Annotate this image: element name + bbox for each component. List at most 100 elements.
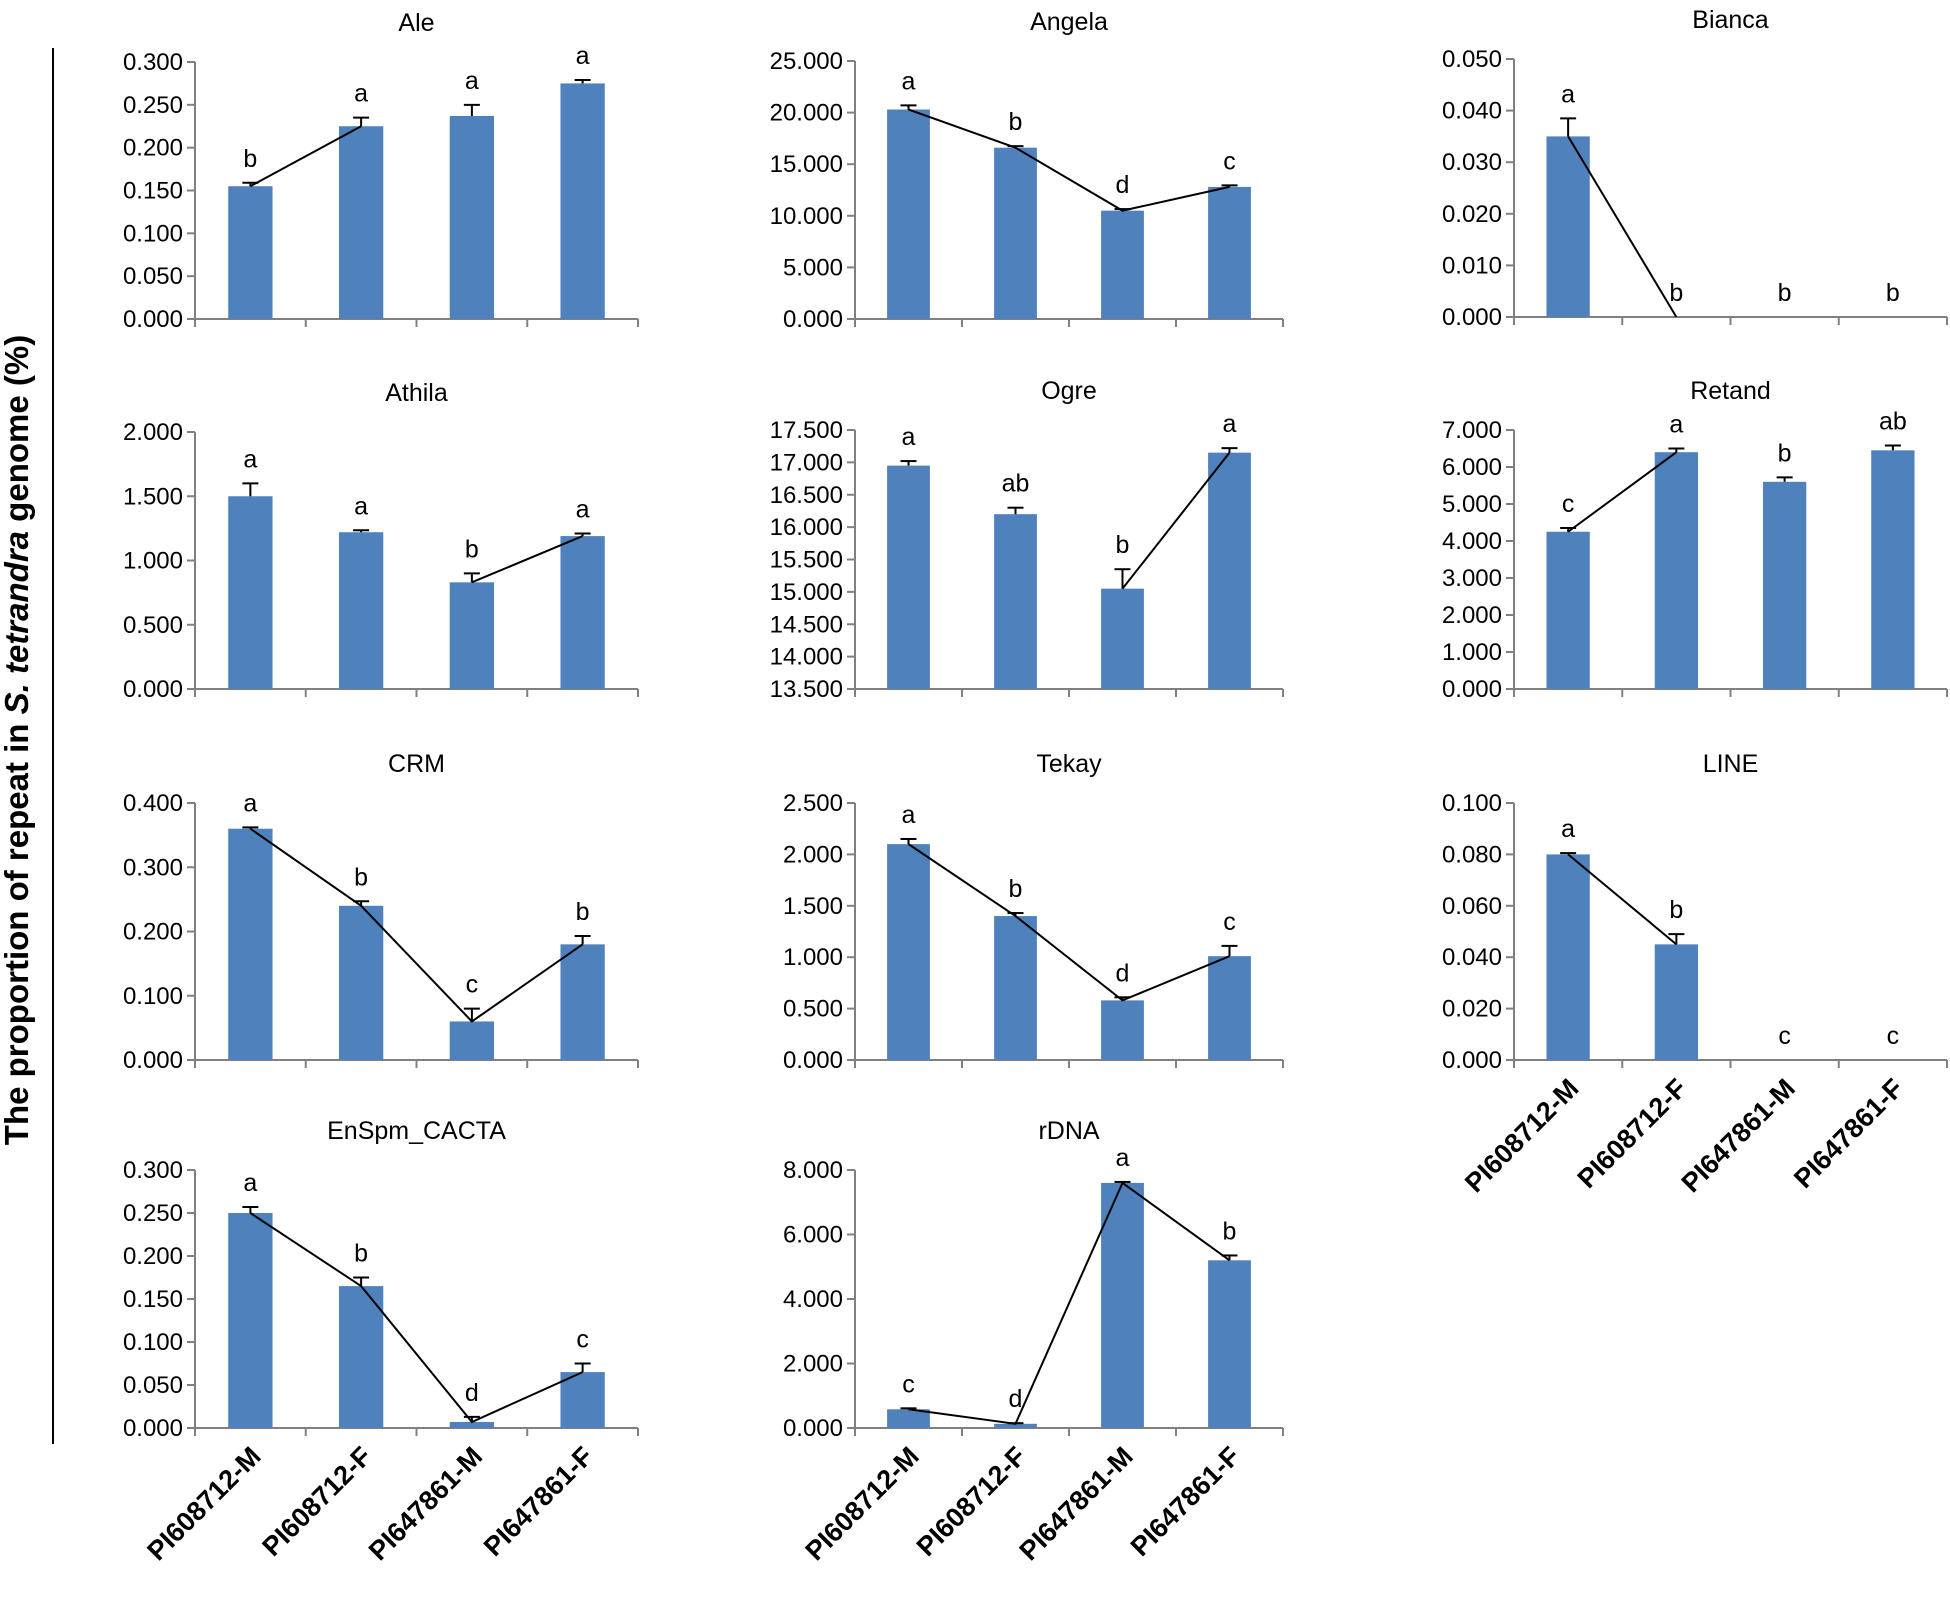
significance-label: b (354, 1240, 368, 1268)
panel-enspm-cacta: EnSpm_CACTA 0.000 0.050 0.100 0.150 0.200 0.25… (123, 1117, 639, 1566)
trend-line (249, 125, 362, 188)
x-category-label: PI647861-M (1676, 1073, 1801, 1198)
y-tick-label: 0.250 (123, 1200, 183, 1227)
bar-pi608712-m (887, 1409, 930, 1428)
panel-title: Tekay (1036, 750, 1102, 778)
y-tick-label: 1.500 (123, 483, 183, 510)
bar-pi608712-f (338, 1286, 384, 1428)
panel-bianca: Bianca 0.000 0.010 0.020 0.030 0.040 0.050 a b b b (1442, 6, 1948, 331)
bar-pi608712-m (1546, 136, 1590, 317)
significance-label: a (465, 67, 479, 95)
panel-title: Ale (398, 9, 434, 37)
x-category-label: PI647861-F (478, 1441, 599, 1562)
significance-label: b (1116, 531, 1130, 559)
y-tick-label: 0.040 (1442, 98, 1502, 125)
y-tick-label: 0.020 (1442, 996, 1502, 1023)
panel-crm: CRM 0.000 0.100 0.200 0.300 0.400 a b c b (123, 750, 639, 1074)
bar-pi608712-m (228, 828, 273, 1060)
panel-title: Retand (1690, 377, 1771, 405)
bar-pi608712-m (887, 465, 930, 689)
y-tick-label: 2.000 (783, 1351, 843, 1378)
y-tick-label: 0.050 (123, 263, 183, 290)
panel-ale: Ale 0.000 0.050 0.100 0.150 0.200 0.250 0.300 b a… (123, 9, 639, 333)
significance-label: ab (1879, 408, 1907, 436)
bar-pi647861-m (1101, 588, 1144, 689)
y-tick-label: 2.500 (783, 790, 843, 817)
y-tick-label: 0.050 (123, 1372, 183, 1399)
bar-pi608712-m (1546, 854, 1590, 1060)
bar-pi608712-m (228, 1213, 273, 1428)
y-tick-label: 0.000 (1442, 1047, 1502, 1074)
bar-pi647861-m (449, 115, 495, 319)
y-tick-label: 15.500 (770, 547, 843, 574)
y-tick-label: 16.500 (770, 482, 843, 509)
bar-pi647861-f (560, 1372, 605, 1428)
x-category-label: PI647861-M (363, 1441, 488, 1566)
significance-label: b (576, 898, 590, 926)
y-tick-label: 0.100 (123, 983, 183, 1010)
bar-pi647861-f (560, 536, 605, 689)
significance-label: a (1669, 411, 1683, 439)
panel-title: Athila (385, 379, 448, 407)
x-category-label: PI608712-F (256, 1441, 377, 1562)
bar-pi647861-f (560, 944, 605, 1060)
bar-pi647861-f (560, 83, 605, 320)
significance-label: b (1223, 1217, 1237, 1245)
y-tick-label: 15.000 (770, 151, 843, 178)
x-category-label: PI608712-M (141, 1441, 266, 1566)
y-tick-label: 0.040 (1442, 944, 1502, 971)
bar-pi608712-f (338, 126, 384, 319)
x-category-label: PI647861-F (1125, 1441, 1246, 1562)
trend-line (249, 1212, 584, 1424)
bar-pi608712-f (338, 532, 384, 689)
panel-title: rDNA (1038, 1117, 1099, 1145)
significance-label: c (1887, 1022, 1900, 1050)
significance-label: a (243, 1169, 257, 1197)
significance-label: a (576, 42, 590, 70)
y-tick-label: 0.010 (1442, 252, 1502, 279)
significance-label: a (902, 423, 916, 451)
significance-label: b (1669, 896, 1683, 924)
y-tick-label: 0.000 (1442, 304, 1502, 331)
y-tick-label: 0.000 (123, 306, 183, 333)
y-tick-label: 0.300 (123, 854, 183, 881)
significance-label: b (465, 535, 479, 563)
y-tick-label: 10.000 (770, 203, 843, 230)
x-category-label: PI608712-M (800, 1441, 925, 1566)
bar-pi647861-m (449, 1421, 495, 1428)
y-tick-label: 25.000 (770, 48, 843, 75)
global-y-axis-label: The proportion of repeat in S. tetrandra… (0, 335, 35, 1145)
significance-label: b (1778, 439, 1792, 467)
significance-label: b (1009, 108, 1023, 136)
bar-pi647861-f (1208, 1260, 1251, 1428)
bar-pi608712-f (994, 147, 1037, 319)
y-tick-label: 6.000 (1442, 454, 1502, 481)
panel-title: Bianca (1692, 6, 1769, 34)
bar-pi647861-m (1762, 481, 1807, 689)
trend-line (1567, 853, 1678, 946)
panel-ogre: Ogre 13.500 14.000 14.500 15.000 15.500 16.000… (770, 377, 1284, 703)
significance-label: d (1116, 959, 1130, 987)
y-tick-label: 0.500 (783, 996, 843, 1023)
y-tick-label: 0.000 (123, 1047, 183, 1074)
trend-line (471, 535, 584, 584)
panel-angela: Angela 0.000 5.000 10.000 15.000 20.000 25.000… (770, 8, 1284, 333)
bar-pi647861-m (1101, 210, 1144, 319)
trend-line (249, 827, 584, 1023)
trend-line (1121, 452, 1231, 590)
bar-pi608712-m (887, 109, 930, 319)
y-tick-label: 5.000 (1442, 491, 1502, 518)
panel-title: EnSpm_CACTA (327, 1117, 506, 1145)
x-category-label: PI608712-F (1572, 1073, 1693, 1194)
y-tick-label: 0.200 (123, 135, 183, 162)
significance-label: c (1562, 490, 1575, 518)
significance-label: c (1778, 1022, 1791, 1050)
y-tick-label: 0.100 (1442, 790, 1502, 817)
trend-line (907, 843, 1230, 1002)
y-tick-label: 0.250 (123, 92, 183, 119)
significance-label: a (1223, 410, 1237, 438)
y-tick-label: 0.030 (1442, 149, 1502, 176)
y-tick-label: 15.000 (770, 579, 843, 606)
significance-label: d (1009, 1385, 1023, 1413)
